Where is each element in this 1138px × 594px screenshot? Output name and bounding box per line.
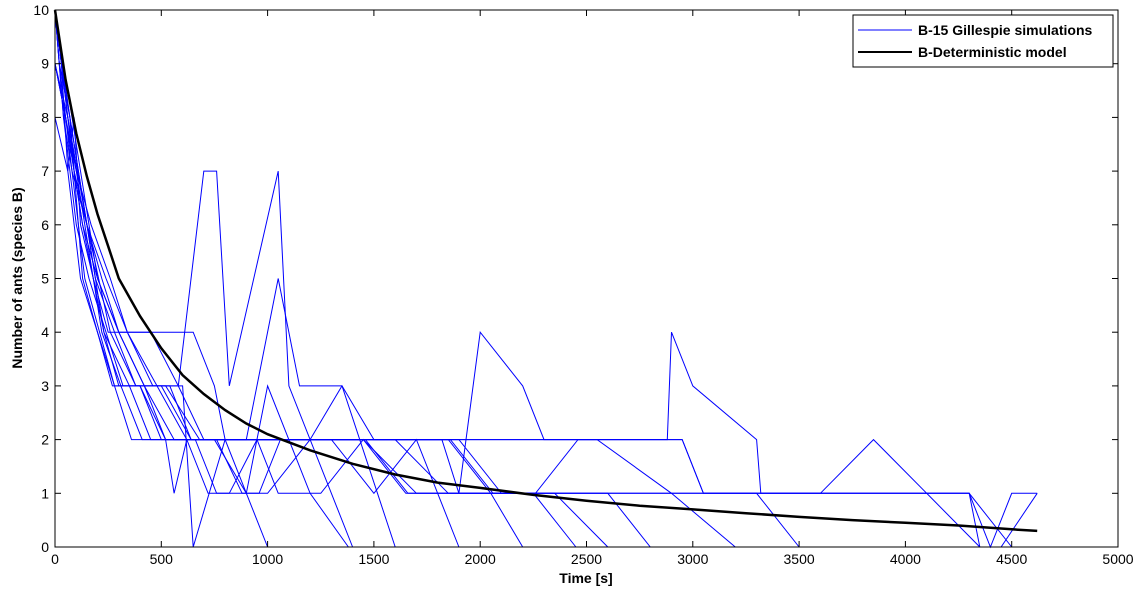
y-tick-label: 8 [41,109,49,125]
simulation-line-4 [54,63,396,548]
legend-box [852,14,1114,68]
x-tick-label: 500 [150,551,174,567]
y-tick-label: 3 [41,378,49,394]
y-tick-label: 5 [41,271,49,287]
x-tick-label: 1000 [252,551,283,567]
y-tick-label: 7 [41,163,49,179]
y-tick-label: 9 [41,56,49,72]
y-tick-label: 4 [41,324,49,340]
x-tick-label: 0 [51,551,59,567]
y-tick-label: 6 [41,217,49,233]
x-tick-label: 3500 [784,551,815,567]
x-tick-label: 5000 [1102,551,1133,567]
axis-ticks: 0 500 1000 1500 2000 2500 3000 3500 4000 4500 5000… [33,2,1133,567]
legend: B-15 Gillespie simulations B-Determinist… [852,14,1114,68]
x-tick-label: 1500 [358,551,389,567]
plot-area [55,10,1118,547]
x-tick-label: 3000 [677,551,708,567]
y-tick-label: 1 [41,485,49,501]
series-layer [53,9,1038,549]
legend-label-deterministic: B-Deterministic model [918,44,1067,60]
x-tick-label: 2500 [571,551,602,567]
legend-label-simulations: B-15 Gillespie simulations [918,22,1092,38]
x-axis-label: Time [s] [559,570,612,586]
x-tick-label: 4500 [996,551,1027,567]
simulation-line-15 [54,9,1038,548]
y-axis-label: Number of ants (species B) [9,187,25,368]
y-tick-label: 10 [33,2,49,18]
x-tick-label: 4000 [890,551,921,567]
deterministic-model-line [53,9,1038,533]
x-tick-label: 2000 [465,551,496,567]
y-tick-label: 0 [41,539,49,555]
y-tick-label: 2 [41,432,49,448]
